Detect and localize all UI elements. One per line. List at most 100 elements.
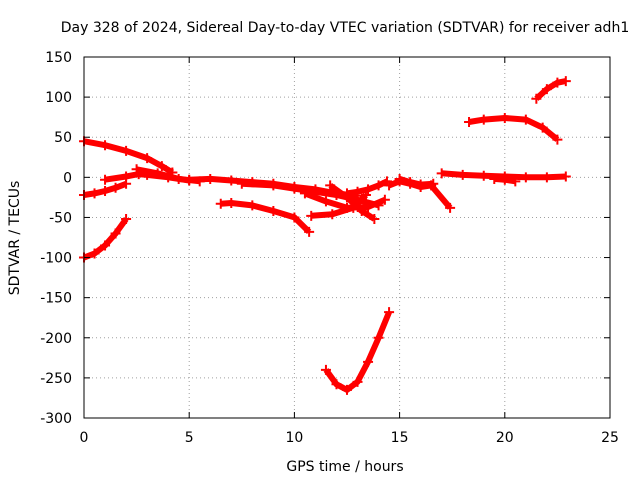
data-point: [541, 84, 552, 95]
x-tick-label: 10: [285, 430, 303, 446]
data-point: [373, 332, 384, 343]
data-point: [320, 196, 331, 207]
data-point: [560, 76, 571, 87]
data-point: [478, 114, 489, 125]
data-point: [100, 140, 111, 151]
data-point: [394, 173, 405, 184]
series-track-7: [215, 198, 315, 237]
data-point: [499, 174, 510, 185]
y-tick-label: -200: [40, 331, 72, 347]
data-point: [489, 173, 500, 184]
data-point: [379, 194, 390, 205]
series-track-1: [79, 136, 178, 178]
data-point: [369, 214, 380, 225]
series-track-12: [320, 307, 395, 395]
series-trace: [398, 176, 434, 188]
data-point: [156, 161, 167, 172]
x-tick-label: 20: [496, 430, 514, 446]
data-point: [100, 174, 111, 185]
series-track-18: [464, 112, 563, 145]
data-point: [520, 114, 531, 125]
data-point: [89, 188, 100, 199]
data-point: [133, 169, 144, 180]
data-point: [541, 172, 552, 183]
data-point: [405, 177, 416, 188]
data-point: [356, 206, 367, 217]
series-track-4: [79, 178, 132, 200]
data-point: [110, 182, 121, 193]
series-track-15: [394, 173, 439, 190]
data-point: [226, 175, 237, 186]
data-point: [342, 384, 352, 395]
y-tick-label: -250: [40, 371, 72, 387]
data-point: [268, 206, 279, 217]
x-tick-label: 15: [391, 430, 409, 446]
data-point: [499, 112, 510, 123]
y-tick-label: -100: [40, 251, 72, 267]
tick-layer: 0 5 10 15 20 25 -300 -250 -200 -150 -100 -50 0 50 100 1…: [40, 50, 619, 446]
data-point: [457, 169, 468, 180]
data-point: [327, 209, 338, 220]
data-point: [100, 240, 111, 251]
data-point: [184, 174, 195, 185]
y-tick-label: 50: [54, 130, 72, 146]
plot-frame: [83, 56, 611, 419]
data-point: [121, 214, 132, 225]
data-point: [331, 379, 342, 390]
data-point: [520, 172, 531, 183]
data-point: [304, 226, 315, 237]
data-point: [142, 169, 153, 180]
data-point: [226, 198, 237, 209]
data-point: [110, 228, 121, 239]
data-point: [363, 184, 374, 195]
data-point: [236, 178, 247, 189]
series-trace: [328, 182, 376, 222]
data-point: [560, 171, 571, 182]
data-point: [415, 179, 426, 190]
data-point: [247, 200, 258, 211]
data-point: [384, 307, 395, 318]
y-tick-label: -150: [40, 291, 72, 307]
series-track-17: [489, 173, 521, 187]
data-point: [121, 171, 132, 182]
data-point: [205, 173, 216, 184]
x-tick-label: 0: [80, 430, 89, 446]
y-axis-label: SDTVAR / TECUs: [7, 181, 23, 296]
data-point: [363, 356, 374, 367]
data-point: [289, 183, 300, 194]
data-point: [537, 122, 548, 133]
data-point: [163, 172, 174, 183]
data-point: [342, 188, 352, 199]
data-point: [436, 168, 447, 179]
data-point: [289, 212, 300, 223]
data-point: [325, 180, 336, 191]
data-point: [552, 134, 563, 145]
data-point: [352, 376, 363, 387]
data-point: [142, 153, 153, 164]
data-point: [428, 178, 439, 189]
data-point: [373, 180, 384, 191]
data-point: [445, 202, 456, 213]
data-point: [306, 210, 317, 221]
y-tick-label: 100: [45, 90, 72, 106]
series-track-19: [531, 76, 571, 104]
x-tick-label: 25: [601, 430, 619, 446]
data-point: [478, 170, 489, 181]
data-point: [121, 145, 132, 156]
data-point: [299, 188, 310, 199]
data-point: [89, 248, 100, 259]
data-point: [531, 93, 542, 104]
data-point: [320, 364, 331, 375]
series-trace: [310, 192, 369, 219]
x-axis-label: GPS time / hours: [286, 459, 403, 475]
data-point: [352, 186, 363, 197]
series-layer: [79, 76, 571, 395]
data-point: [215, 198, 226, 209]
series-track-13: [342, 176, 392, 199]
x-tick-label: 5: [185, 430, 194, 446]
y-tick-label: -300: [40, 411, 72, 427]
data-point: [268, 180, 279, 191]
series-track-10: [306, 189, 371, 221]
